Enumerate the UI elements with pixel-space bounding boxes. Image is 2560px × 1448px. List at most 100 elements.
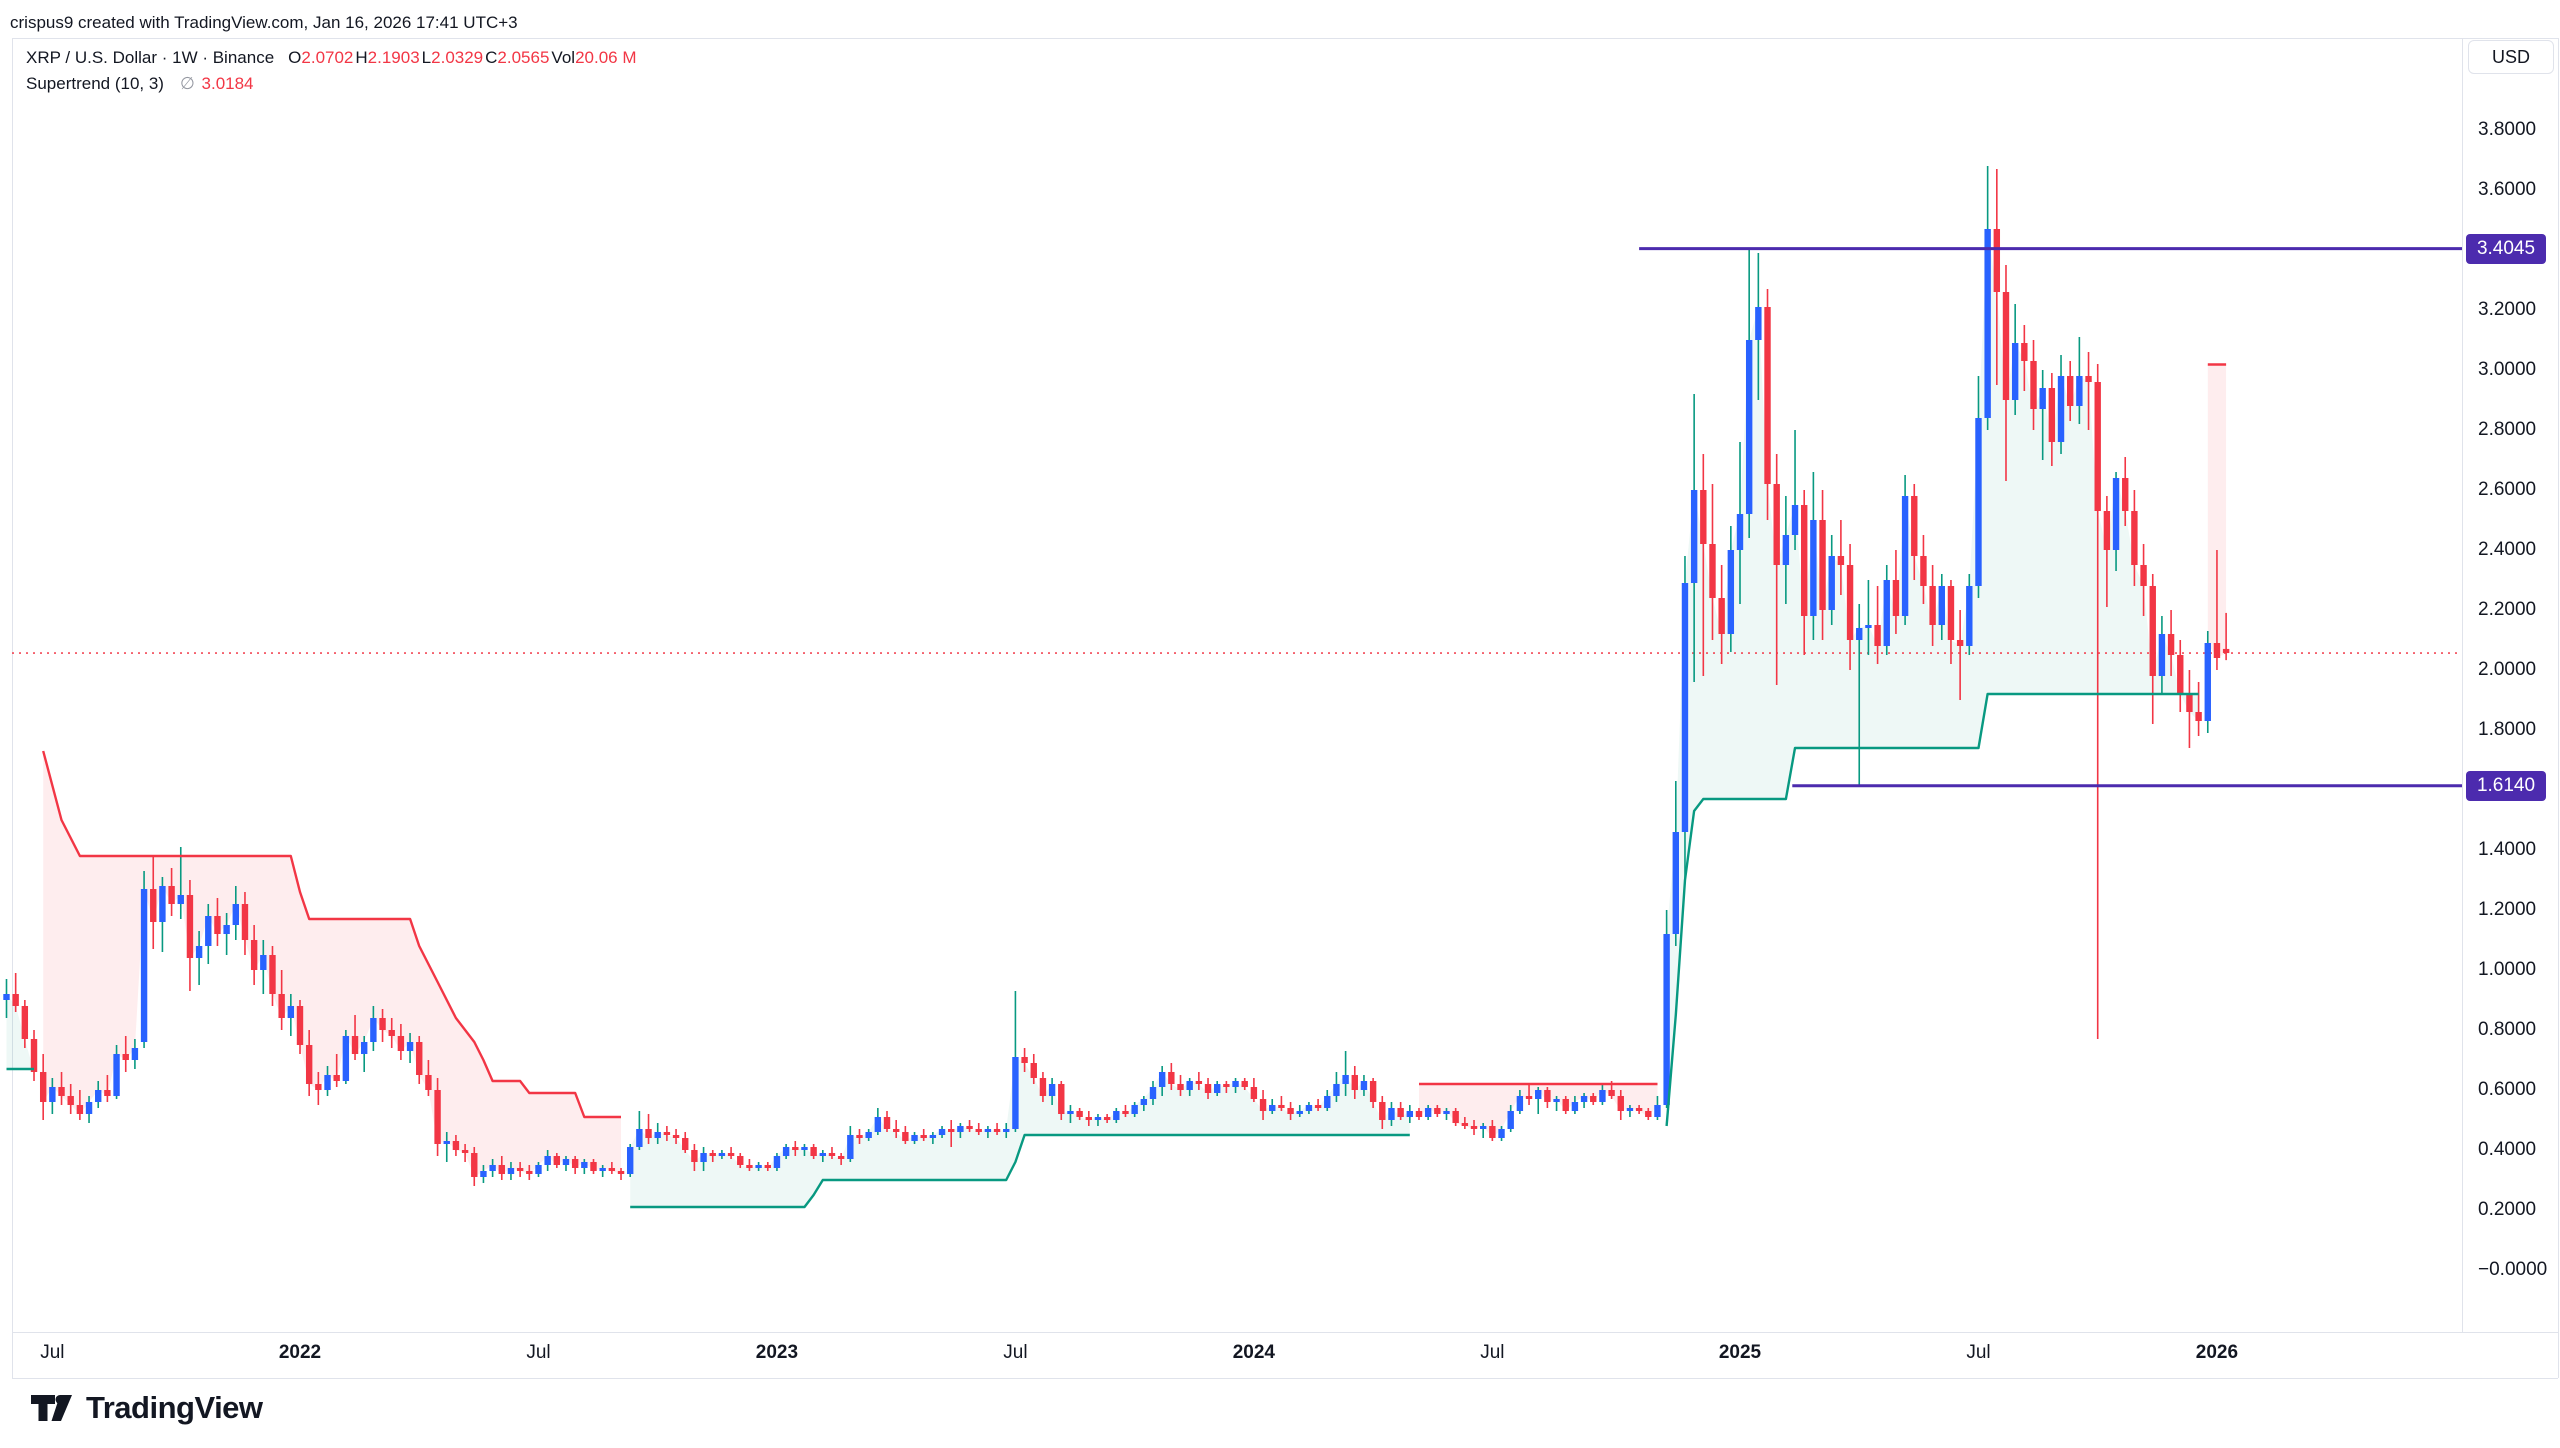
currency-toggle[interactable]: USD — [2468, 40, 2554, 74]
supertrend-fill-down — [1419, 1084, 1658, 1138]
candle-body — [205, 916, 212, 946]
candle — [95, 1081, 102, 1108]
candle-body — [2204, 643, 2211, 721]
tradingview-logo[interactable]: TradingView — [30, 1390, 263, 1426]
candle-body — [140, 889, 148, 1042]
indicator-source-icon: ∅ — [179, 74, 195, 93]
candle — [232, 886, 239, 940]
candle-body — [2149, 586, 2156, 676]
candle — [1324, 1090, 1331, 1111]
candle-body — [1837, 556, 1845, 565]
candle-body — [452, 1141, 460, 1150]
time-axis-separator — [12, 1332, 2558, 1333]
legend-indicator-row[interactable]: Supertrend (10, 3) ∅ 3.0184 — [26, 73, 639, 95]
candle — [287, 994, 295, 1036]
candle — [2131, 490, 2138, 586]
price-axis-label: 3.6000 — [2478, 179, 2537, 200]
candle — [1709, 484, 1716, 640]
candle-body — [883, 1117, 891, 1129]
candle — [755, 1162, 762, 1171]
candle-body — [837, 1156, 845, 1159]
candle — [2122, 457, 2129, 526]
candle-body — [727, 1153, 735, 1156]
candle-body — [1122, 1111, 1129, 1114]
symbol-title: XRP / U.S. Dollar · 1W · Binance — [26, 48, 275, 67]
candle-body — [1718, 598, 1725, 634]
candle-body — [2076, 376, 2083, 406]
candle — [1966, 574, 1973, 655]
legend-symbol-row[interactable]: XRP / U.S. Dollar · 1W · Binance O2.0702… — [26, 47, 639, 69]
candle — [1424, 1105, 1432, 1120]
candle — [1076, 1108, 1083, 1120]
candle — [489, 1159, 496, 1177]
indicator-name: Supertrend (10, 3) — [26, 74, 164, 93]
price-axis-label: 1.4000 — [2478, 839, 2537, 860]
candle — [608, 1162, 616, 1174]
legend-value-O: O2.0702 — [288, 48, 354, 67]
candle-body — [1635, 1108, 1643, 1111]
candle — [1314, 1099, 1322, 1111]
candle — [1388, 1102, 1395, 1126]
candle-body — [581, 1162, 588, 1168]
candle — [1956, 610, 1964, 700]
candle-body — [1461, 1123, 1469, 1126]
candle-body — [315, 1084, 322, 1090]
candle-body — [801, 1147, 808, 1150]
candle-body — [1076, 1111, 1083, 1117]
candle-body — [1296, 1111, 1303, 1114]
candle-body — [2085, 376, 2092, 382]
price-axis-label: 2.4000 — [2478, 539, 2537, 560]
candle — [140, 871, 148, 1048]
candle — [1479, 1123, 1487, 1138]
candle — [1975, 376, 1982, 598]
price-axis[interactable]: USD 3.8000 3.6000 3.2000 3.0000 2.8000 2.6000… — [2462, 38, 2560, 1332]
candle — [333, 1054, 340, 1087]
candle-body — [1360, 1081, 1368, 1090]
candle — [452, 1135, 460, 1156]
candle-body — [1333, 1084, 1340, 1096]
candle-body — [892, 1129, 900, 1132]
candle-body — [993, 1129, 1001, 1132]
candle-body — [305, 1045, 313, 1084]
candle-body — [645, 1129, 652, 1138]
candle — [3, 979, 10, 1018]
candle — [1846, 544, 1854, 670]
candle-body — [1351, 1075, 1358, 1090]
pane-left-border — [12, 38, 13, 1378]
candle-body — [1479, 1126, 1487, 1129]
time-axis[interactable]: Jul 2022 Jul 2023 Jul 2024 Jul 2025 Jul 2026 — [12, 1332, 2462, 1378]
candle-body — [2103, 511, 2111, 550]
candle-body — [1434, 1108, 1441, 1114]
legend-value-H: H2.1903 — [355, 48, 420, 67]
candle-body — [865, 1132, 872, 1138]
candle — [296, 1000, 304, 1054]
candle-body — [1929, 586, 1936, 625]
candle-body — [1269, 1105, 1276, 1111]
candle-body — [1544, 1090, 1551, 1102]
candle-body — [599, 1168, 606, 1171]
candle — [195, 931, 203, 985]
price-badge-1.6140: 1.6140 — [2466, 770, 2546, 801]
candle — [1892, 550, 1900, 634]
candle — [984, 1126, 992, 1138]
candle-body — [1947, 586, 1955, 640]
candle-body — [214, 916, 221, 934]
candle — [1158, 1066, 1166, 1096]
candle — [1048, 1078, 1056, 1105]
candle — [1140, 1096, 1148, 1111]
time-axis-label-2022: 2022 — [278, 1342, 322, 1363]
candle — [1452, 1108, 1459, 1126]
candle-body — [737, 1156, 744, 1165]
candle — [590, 1159, 597, 1174]
time-axis-label-2026: 2026 — [2195, 1342, 2239, 1363]
candle — [1745, 250, 1753, 538]
candle-body — [590, 1162, 597, 1171]
candle-body — [1846, 565, 1854, 640]
candle — [1443, 1108, 1450, 1120]
candle-body — [3, 994, 10, 1000]
supertrend-line-down — [42, 750, 621, 1119]
chart-legend: XRP / U.S. Dollar · 1W · Binance O2.0702… — [26, 47, 639, 95]
candle-body — [168, 886, 175, 904]
candle-body — [1553, 1099, 1560, 1102]
